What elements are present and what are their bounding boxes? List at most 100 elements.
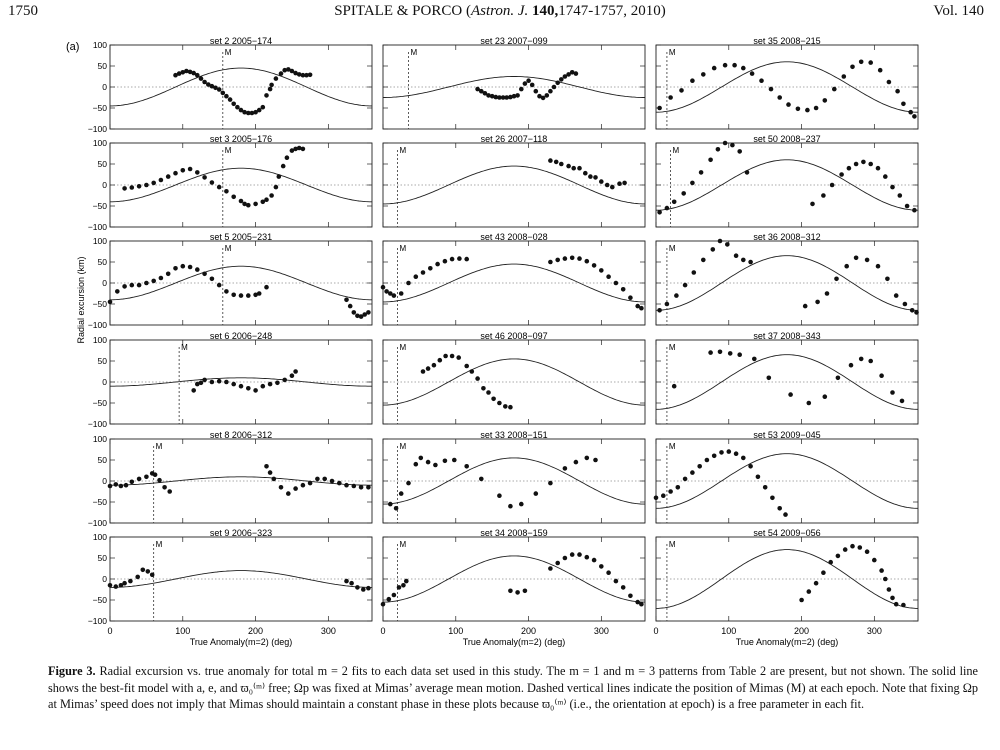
data-point xyxy=(606,274,611,280)
data-point xyxy=(242,109,247,115)
data-point xyxy=(449,353,455,359)
y-tick-label: 100 xyxy=(93,532,107,542)
data-point xyxy=(901,101,906,107)
data-point xyxy=(442,458,448,464)
data-point xyxy=(569,255,575,261)
data-point xyxy=(599,564,604,569)
data-point xyxy=(540,95,546,101)
data-point xyxy=(741,257,746,263)
data-point xyxy=(886,587,892,592)
data-point xyxy=(195,170,200,175)
data-point xyxy=(173,266,178,271)
data-point xyxy=(566,163,571,169)
data-point xyxy=(115,289,120,294)
data-point xyxy=(165,174,171,179)
y-tick-label: 100 xyxy=(93,236,107,246)
data-point xyxy=(668,95,673,100)
data-point xyxy=(727,351,733,356)
data-point xyxy=(548,259,553,265)
x-tick-label: 200 xyxy=(248,626,263,636)
data-point xyxy=(216,282,222,288)
data-point xyxy=(698,170,704,175)
mimas-label: M xyxy=(669,442,676,451)
data-point xyxy=(491,396,496,402)
data-point xyxy=(293,369,298,374)
data-point xyxy=(260,383,266,389)
data-point xyxy=(813,105,819,111)
data-point xyxy=(129,282,135,288)
data-point xyxy=(425,459,431,465)
data-point xyxy=(733,253,739,258)
data-point xyxy=(136,282,142,288)
data-point xyxy=(384,289,389,294)
data-point xyxy=(216,87,222,92)
data-point xyxy=(848,362,854,368)
mimas-label: M xyxy=(225,244,232,253)
data-point xyxy=(406,480,411,486)
data-point xyxy=(158,275,164,281)
data-point xyxy=(741,455,746,461)
data-point xyxy=(893,293,899,298)
data-point xyxy=(231,101,236,107)
data-point xyxy=(180,263,186,269)
data-point xyxy=(835,375,841,381)
panel-title: set 43 2008−028 xyxy=(480,232,547,242)
data-point xyxy=(433,462,438,468)
mimas-label: M xyxy=(156,540,163,549)
data-point xyxy=(588,174,593,179)
data-point xyxy=(187,166,193,172)
x-tick-label: 200 xyxy=(521,626,536,636)
panel-title: set 50 2008−237 xyxy=(753,134,820,144)
data-point xyxy=(548,480,553,486)
data-point xyxy=(508,588,513,594)
data-point xyxy=(786,102,791,107)
data-point xyxy=(366,310,371,315)
data-point xyxy=(322,476,328,482)
data-point xyxy=(697,464,702,469)
data-point xyxy=(577,256,582,261)
data-point xyxy=(593,175,598,180)
data-point xyxy=(908,109,913,115)
data-point xyxy=(912,114,917,119)
data-point xyxy=(118,583,124,588)
y-tick-label: 0 xyxy=(102,82,107,92)
data-point xyxy=(231,194,236,200)
data-point xyxy=(358,314,364,319)
data-point xyxy=(584,455,590,461)
data-point xyxy=(850,543,855,549)
data-point xyxy=(515,93,520,98)
mimas-label: M xyxy=(669,540,676,549)
data-point xyxy=(562,555,568,561)
panel-title: set 54 2009−056 xyxy=(753,528,820,538)
data-point xyxy=(562,466,568,471)
data-point xyxy=(515,590,520,595)
y-tick-label: −100 xyxy=(88,320,107,330)
data-point xyxy=(278,485,284,490)
data-point xyxy=(144,474,149,480)
mimas-label: M xyxy=(225,146,232,155)
data-point xyxy=(657,308,662,313)
data-point xyxy=(428,266,433,271)
data-point xyxy=(858,356,864,362)
x-tick-label: 100 xyxy=(175,626,190,636)
data-point xyxy=(300,72,306,78)
model-curve xyxy=(383,457,645,505)
data-point xyxy=(497,95,502,100)
data-point xyxy=(329,478,335,484)
data-point xyxy=(267,86,273,92)
data-point xyxy=(253,201,258,207)
data-point xyxy=(853,255,859,261)
data-point xyxy=(810,201,815,207)
data-point xyxy=(140,567,146,573)
data-point xyxy=(144,280,149,286)
panel-title: set 35 2008−215 xyxy=(753,36,820,46)
data-point xyxy=(238,107,244,113)
data-point xyxy=(249,110,255,116)
data-point xyxy=(129,479,135,485)
data-point xyxy=(195,267,200,272)
data-point xyxy=(401,583,406,588)
y-tick-label: 50 xyxy=(98,61,108,71)
data-point xyxy=(559,161,564,167)
data-point xyxy=(748,259,753,265)
model-curve xyxy=(656,61,918,113)
